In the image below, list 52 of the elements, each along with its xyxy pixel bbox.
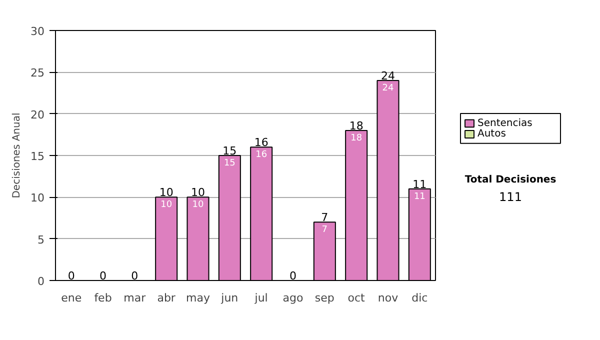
text: Total Decisiones bbox=[464, 174, 556, 186]
total-label: 0 bbox=[131, 270, 138, 282]
bar bbox=[376, 80, 400, 280]
legend-label: Autos bbox=[478, 128, 506, 140]
total-label: 0 bbox=[100, 270, 106, 282]
y-tick-label: 20 bbox=[30, 108, 45, 122]
bar bbox=[218, 155, 241, 280]
x-tick-label: sep bbox=[314, 292, 334, 304]
x-tick-label: may bbox=[186, 292, 210, 304]
x-tick-label: abr bbox=[157, 292, 176, 304]
x-tick-label: mar bbox=[124, 292, 146, 304]
x-tick-label: ago bbox=[282, 292, 304, 304]
bar bbox=[155, 196, 178, 280]
y-tick-label: 30 bbox=[30, 25, 45, 38]
data-label: 7 bbox=[322, 225, 328, 236]
total-label: 10 bbox=[159, 186, 174, 200]
total-label: 0 bbox=[68, 270, 75, 282]
total-label: 7 bbox=[321, 211, 328, 224]
bar bbox=[186, 196, 210, 280]
x-tick-label: feb bbox=[94, 292, 112, 304]
total-label: 10 bbox=[191, 186, 205, 200]
total-label: 15 bbox=[222, 144, 237, 158]
data-label: 15 bbox=[224, 158, 236, 168]
total-label: 11 bbox=[412, 178, 427, 191]
x-tick-label: jun bbox=[220, 292, 238, 304]
total-label: 0 bbox=[290, 270, 296, 282]
x-tick-label: dic bbox=[412, 292, 428, 304]
data-label: 18 bbox=[350, 134, 362, 144]
y-tick-label: 25 bbox=[30, 66, 45, 80]
data-label: 10 bbox=[160, 200, 172, 210]
bar bbox=[345, 130, 368, 280]
data-label: 24 bbox=[382, 84, 394, 94]
data-label: 10 bbox=[192, 200, 204, 210]
x-tick-label: oct bbox=[348, 292, 366, 304]
total-label: 16 bbox=[254, 136, 268, 150]
total-label: 24 bbox=[381, 70, 395, 82]
bar bbox=[408, 188, 431, 280]
bar bbox=[313, 222, 336, 280]
data-label: 11 bbox=[414, 192, 426, 202]
y-tick-label: 0 bbox=[38, 275, 44, 288]
y-tick-label: 5 bbox=[38, 233, 44, 246]
y-tick-label: 15 bbox=[30, 150, 45, 163]
x-tick-label: jul bbox=[254, 292, 268, 304]
text: 111 bbox=[499, 190, 522, 204]
y-axis-title: Decisiones Anual bbox=[12, 112, 23, 198]
y-tick-label: 10 bbox=[30, 192, 45, 205]
x-tick-label: nov bbox=[378, 292, 399, 304]
legend-label: Sentencias bbox=[478, 118, 532, 129]
bar bbox=[250, 146, 273, 280]
x-tick-label: ene bbox=[61, 292, 82, 304]
total-label: 18 bbox=[349, 120, 364, 132]
data-label: 16 bbox=[256, 150, 268, 160]
